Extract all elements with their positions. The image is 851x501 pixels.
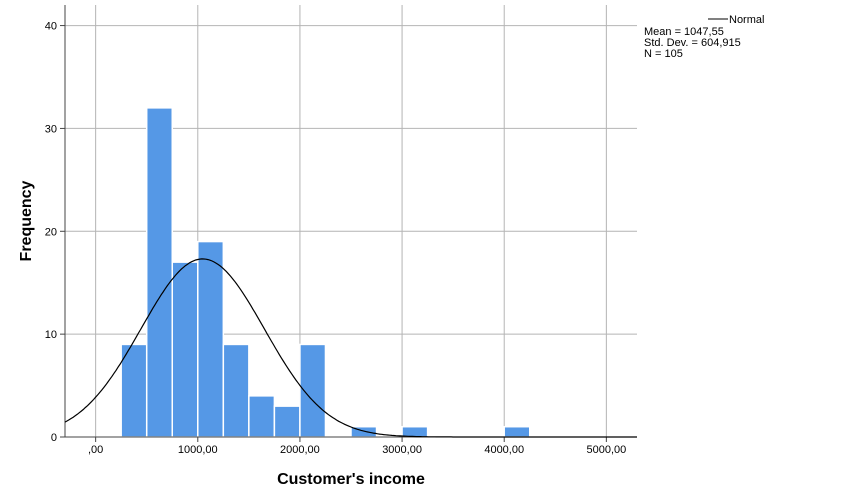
x-tick-label: 1000,00 [178,444,218,456]
histogram-bar [248,395,276,438]
histogram-bar [503,425,531,438]
histogram-bar [299,343,327,438]
y-tick-label: 10 [45,329,57,341]
x-tick-labels: ,00 1000,00 2000,00 3000,00 4000,00 5000,00 [88,444,626,456]
y-tick-label: 30 [45,123,57,135]
y-axis-title: Frequency [18,180,35,261]
x-tick-label: ,00 [88,444,103,456]
x-tick-label: 5000,00 [586,444,626,456]
histogram-bar [197,240,225,438]
normal-curve [64,258,637,438]
histogram-bar [145,107,173,438]
y-tick-label: 20 [45,226,57,238]
histogram-bar [222,343,250,438]
histogram-bar [171,261,199,438]
legend-std-dev: Std. Dev. = 604,915 [644,37,741,49]
legend-n: N = 105 [644,48,683,60]
legend-normal-label: Normal [729,14,764,26]
histogram-bar [273,405,301,438]
legend-mean: Mean = 1047,55 [644,26,724,38]
y-tick-label: 40 [45,21,57,33]
x-tick-label: 2000,00 [280,444,320,456]
legend: Normal Mean = 1047,55 Std. Dev. = 604,91… [644,14,764,60]
histogram-bars [120,107,531,438]
histogram-bar [401,425,429,438]
x-axis-title: Customer's income [277,471,425,488]
x-tick-label: 3000,00 [382,444,422,456]
histogram-bar [120,343,148,438]
x-tick-label: 4000,00 [484,444,524,456]
y-tick-labels: 0 10 20 30 40 [45,21,57,444]
y-tick-label: 0 [51,432,57,444]
normal-curve-layer [64,258,637,438]
